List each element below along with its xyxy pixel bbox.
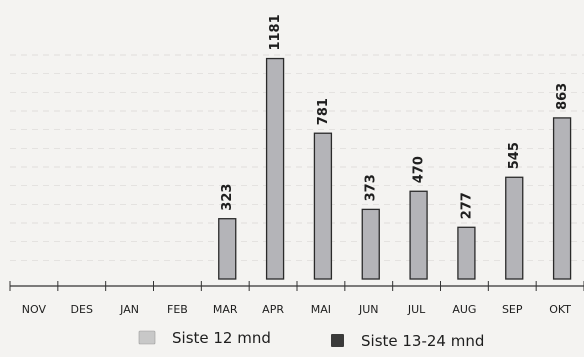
x-tick-label-mar: MAR bbox=[213, 303, 238, 316]
legend-swatch-siste-12-mnd bbox=[138, 330, 156, 345]
bar-aug bbox=[457, 226, 476, 280]
bar-mai bbox=[313, 132, 333, 280]
x-tick-label-sep: SEP bbox=[502, 303, 523, 316]
x-tick-label-aug: AUG bbox=[452, 303, 476, 316]
bar-apr bbox=[265, 57, 285, 280]
legend-swatch-siste-13-24-mnd bbox=[331, 334, 344, 347]
x-tick-label-nov: NOV bbox=[22, 303, 47, 316]
bar-jun bbox=[361, 208, 380, 280]
data-label-mar: 323 bbox=[220, 184, 235, 211]
legend: Siste 12 mnd Siste 13-24 mnd bbox=[138, 329, 484, 350]
data-labels: 323 1181 781 373 470 277 545 863 bbox=[220, 14, 570, 219]
data-label-okt: 863 bbox=[555, 83, 570, 110]
data-label-jul: 470 bbox=[412, 156, 427, 183]
bar-jul bbox=[409, 190, 428, 280]
data-label-mai: 781 bbox=[316, 98, 331, 125]
data-label-apr: 1181 bbox=[268, 14, 283, 50]
legend-label-siste-13-24-mnd: Siste 13-24 mnd bbox=[361, 332, 484, 350]
bar-mar bbox=[218, 218, 237, 280]
data-label-sep: 545 bbox=[507, 142, 522, 169]
bars bbox=[218, 57, 572, 280]
data-label-aug: 277 bbox=[459, 192, 474, 219]
bar-sep bbox=[505, 176, 524, 280]
data-label-jun: 373 bbox=[364, 174, 379, 201]
gridlines bbox=[10, 54, 584, 261]
x-axis: NOV DES JAN FEB MAR APR MAI JUN JUL AUG SEP OKT bbox=[9, 281, 584, 316]
legend-label-siste-12-mnd: Siste 12 mnd bbox=[172, 329, 271, 347]
x-tick-label-jun: JUN bbox=[358, 303, 379, 316]
x-tick-label-apr: APR bbox=[262, 303, 284, 316]
x-tick-label-jul: JUL bbox=[407, 303, 426, 316]
x-tick-label-feb: FEB bbox=[167, 303, 188, 316]
x-tick-label-jan: JAN bbox=[119, 303, 139, 316]
x-tick-label-okt: OKT bbox=[549, 303, 571, 316]
x-tick-label-des: DES bbox=[71, 303, 93, 316]
bar-okt bbox=[552, 117, 572, 280]
x-tick-label-mai: MAI bbox=[311, 303, 331, 316]
